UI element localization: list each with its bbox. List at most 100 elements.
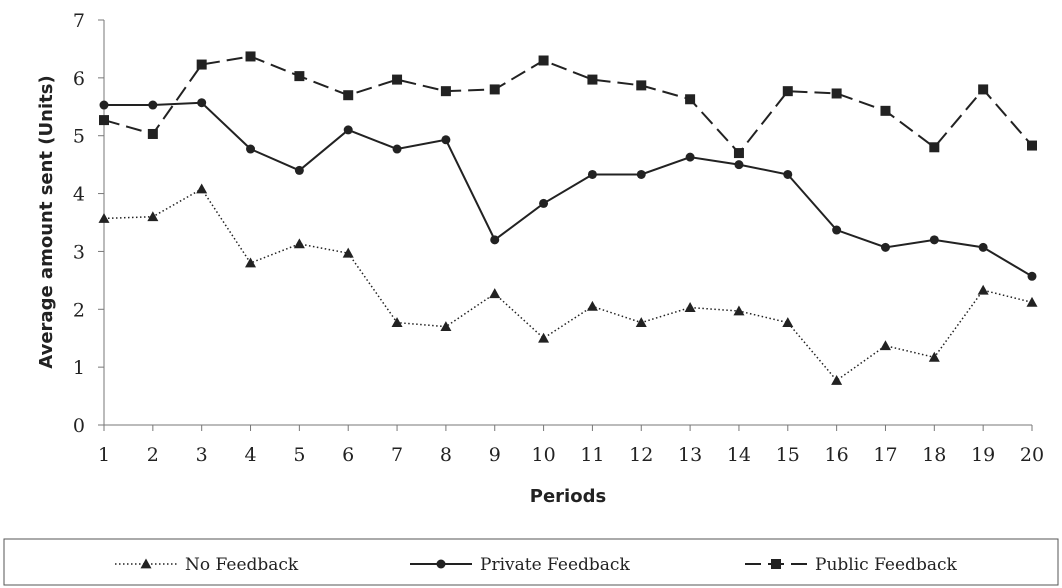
data-point-public-feedback	[733, 148, 744, 159]
x-tick-label: 2	[147, 444, 159, 466]
legend-label-public-feedback: Public Feedback	[815, 555, 957, 575]
data-point-public-feedback	[685, 94, 696, 105]
legend-marker-public-feedback	[771, 559, 781, 569]
data-point-private-feedback	[734, 160, 744, 170]
x-tick-label: 14	[727, 444, 751, 466]
data-point-private-feedback	[490, 235, 500, 245]
y-tick-label: 0	[73, 415, 85, 437]
x-tick-label: 10	[531, 444, 555, 466]
data-point-private-feedback	[978, 242, 988, 252]
legend-box	[3, 538, 1059, 586]
data-point-no-feedback	[440, 321, 452, 332]
data-point-no-feedback	[196, 183, 208, 194]
y-tick-label: 7	[73, 10, 85, 32]
legend-label-private-feedback: Private Feedback	[480, 555, 630, 575]
data-point-public-feedback	[978, 84, 989, 95]
legend-item-public-feedback: Public Feedback	[745, 555, 957, 575]
data-point-private-feedback	[587, 169, 597, 179]
data-point-private-feedback	[197, 98, 207, 108]
x-tick-label: 5	[293, 444, 305, 466]
y-tick-label: 4	[73, 184, 85, 206]
data-point-private-feedback	[148, 100, 158, 110]
data-point-no-feedback	[538, 332, 550, 343]
data-point-no-feedback	[879, 340, 891, 351]
series-line-public-feedback	[103, 55, 1033, 155]
data-point-no-feedback	[293, 238, 305, 249]
data-point-public-feedback	[782, 86, 793, 97]
data-point-public-feedback	[636, 80, 647, 91]
data-point-private-feedback	[294, 165, 304, 175]
legend-marker-private-feedback	[436, 559, 446, 569]
data-point-private-feedback	[929, 235, 939, 245]
legend: No Feedback Private Feedback Public Feedba…	[3, 538, 1059, 586]
data-point-public-feedback	[440, 86, 451, 97]
y-tick-label: 5	[73, 126, 85, 148]
y-axis-title: Average amount sent (Units)	[36, 75, 57, 368]
y-tick-label: 6	[73, 68, 85, 90]
legend-marker-no-feedback	[140, 558, 152, 569]
legend-item-private-feedback: Private Feedback	[410, 555, 630, 575]
data-point-no-feedback	[733, 305, 745, 316]
data-point-no-feedback	[489, 288, 501, 299]
data-point-no-feedback	[98, 212, 110, 223]
data-point-no-feedback	[342, 247, 354, 258]
data-point-no-feedback	[586, 300, 598, 311]
x-tick-label: 17	[873, 444, 897, 466]
data-point-private-feedback	[880, 242, 890, 252]
series-no-feedback	[98, 183, 1038, 385]
data-point-private-feedback	[441, 135, 451, 145]
data-point-private-feedback	[685, 152, 695, 162]
y-tick-label: 3	[73, 241, 85, 263]
data-point-public-feedback	[538, 55, 549, 66]
x-tick-label: 6	[342, 444, 354, 466]
legend-item-no-feedback: No Feedback	[115, 555, 299, 575]
x-tick-label: 7	[391, 444, 403, 466]
data-point-private-feedback	[832, 225, 842, 235]
x-tick-label: 20	[1020, 444, 1044, 466]
x-tick-label: 3	[196, 444, 208, 466]
data-point-private-feedback	[246, 144, 256, 154]
series-public-feedback	[99, 51, 1037, 159]
series-layer	[98, 51, 1038, 385]
data-point-no-feedback	[635, 317, 647, 327]
data-point-no-feedback	[1026, 296, 1038, 307]
x-axis-title: Periods	[530, 486, 606, 507]
data-point-public-feedback	[99, 115, 109, 126]
data-point-public-feedback	[294, 71, 305, 82]
data-point-private-feedback	[783, 169, 793, 179]
x-tick-label: 4	[244, 444, 256, 466]
data-point-public-feedback	[392, 74, 403, 85]
x-tick-label: 11	[580, 444, 604, 466]
data-point-public-feedback	[147, 128, 158, 139]
x-tick-label: 12	[629, 444, 653, 466]
series-private-feedback	[99, 98, 1037, 281]
data-point-private-feedback	[636, 169, 646, 179]
x-tick-label: 8	[440, 444, 452, 466]
data-point-no-feedback	[147, 211, 159, 222]
data-point-no-feedback	[928, 351, 940, 362]
x-tick-label: 9	[489, 444, 501, 466]
data-point-public-feedback	[831, 88, 842, 99]
data-point-private-feedback	[343, 125, 353, 135]
data-point-private-feedback	[1027, 271, 1037, 281]
x-tick-label: 13	[678, 444, 702, 466]
data-point-no-feedback	[977, 284, 989, 295]
data-point-public-feedback	[343, 90, 354, 101]
data-point-public-feedback	[245, 51, 256, 62]
data-point-no-feedback	[831, 374, 843, 385]
data-point-public-feedback	[196, 59, 207, 70]
data-point-public-feedback	[929, 142, 940, 153]
data-point-no-feedback	[684, 302, 696, 312]
data-point-no-feedback	[782, 317, 794, 327]
x-tick-label: 18	[922, 444, 946, 466]
data-point-private-feedback	[392, 144, 402, 154]
data-point-public-feedback	[1027, 140, 1037, 151]
data-point-public-feedback	[489, 84, 500, 95]
legend-label-no-feedback: No Feedback	[185, 555, 299, 575]
x-tick-label: 15	[776, 444, 800, 466]
y-tick-label: 2	[73, 299, 85, 321]
series-line-no-feedback	[103, 187, 1033, 382]
y-tick-label: 1	[73, 357, 85, 379]
